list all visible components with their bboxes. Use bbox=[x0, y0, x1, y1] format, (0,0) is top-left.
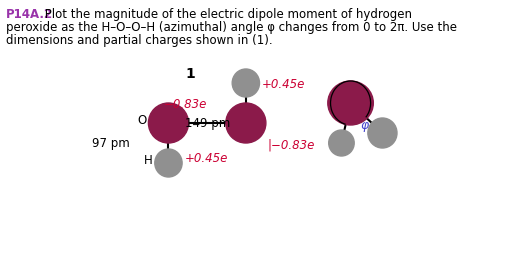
Text: 97 pm: 97 pm bbox=[92, 137, 130, 150]
Text: |−0.83e: |−0.83e bbox=[268, 138, 315, 151]
Text: P14A.2: P14A.2 bbox=[6, 8, 53, 21]
Text: H: H bbox=[144, 154, 153, 167]
Text: +0.45e: +0.45e bbox=[262, 79, 306, 92]
Ellipse shape bbox=[328, 81, 373, 125]
Text: peroxide as the H–O–O–H (azimuthal) angle φ changes from 0 to 2π. Use the: peroxide as the H–O–O–H (azimuthal) angl… bbox=[6, 21, 457, 34]
Text: O: O bbox=[137, 115, 147, 127]
Ellipse shape bbox=[148, 103, 188, 143]
Ellipse shape bbox=[232, 69, 259, 97]
Ellipse shape bbox=[368, 118, 397, 148]
Text: −0.83e: −0.83e bbox=[164, 98, 208, 111]
Text: 149 pm: 149 pm bbox=[184, 117, 230, 130]
Ellipse shape bbox=[329, 130, 354, 156]
Ellipse shape bbox=[226, 103, 266, 143]
Text: Plot the magnitude of the electric dipole moment of hydrogen: Plot the magnitude of the electric dipol… bbox=[41, 8, 412, 21]
Text: dimensions and partial charges shown in (1).: dimensions and partial charges shown in … bbox=[6, 34, 273, 47]
Text: φ: φ bbox=[360, 119, 369, 132]
Text: 1: 1 bbox=[186, 67, 196, 81]
Ellipse shape bbox=[155, 149, 182, 177]
Text: +0.45e: +0.45e bbox=[185, 151, 228, 164]
